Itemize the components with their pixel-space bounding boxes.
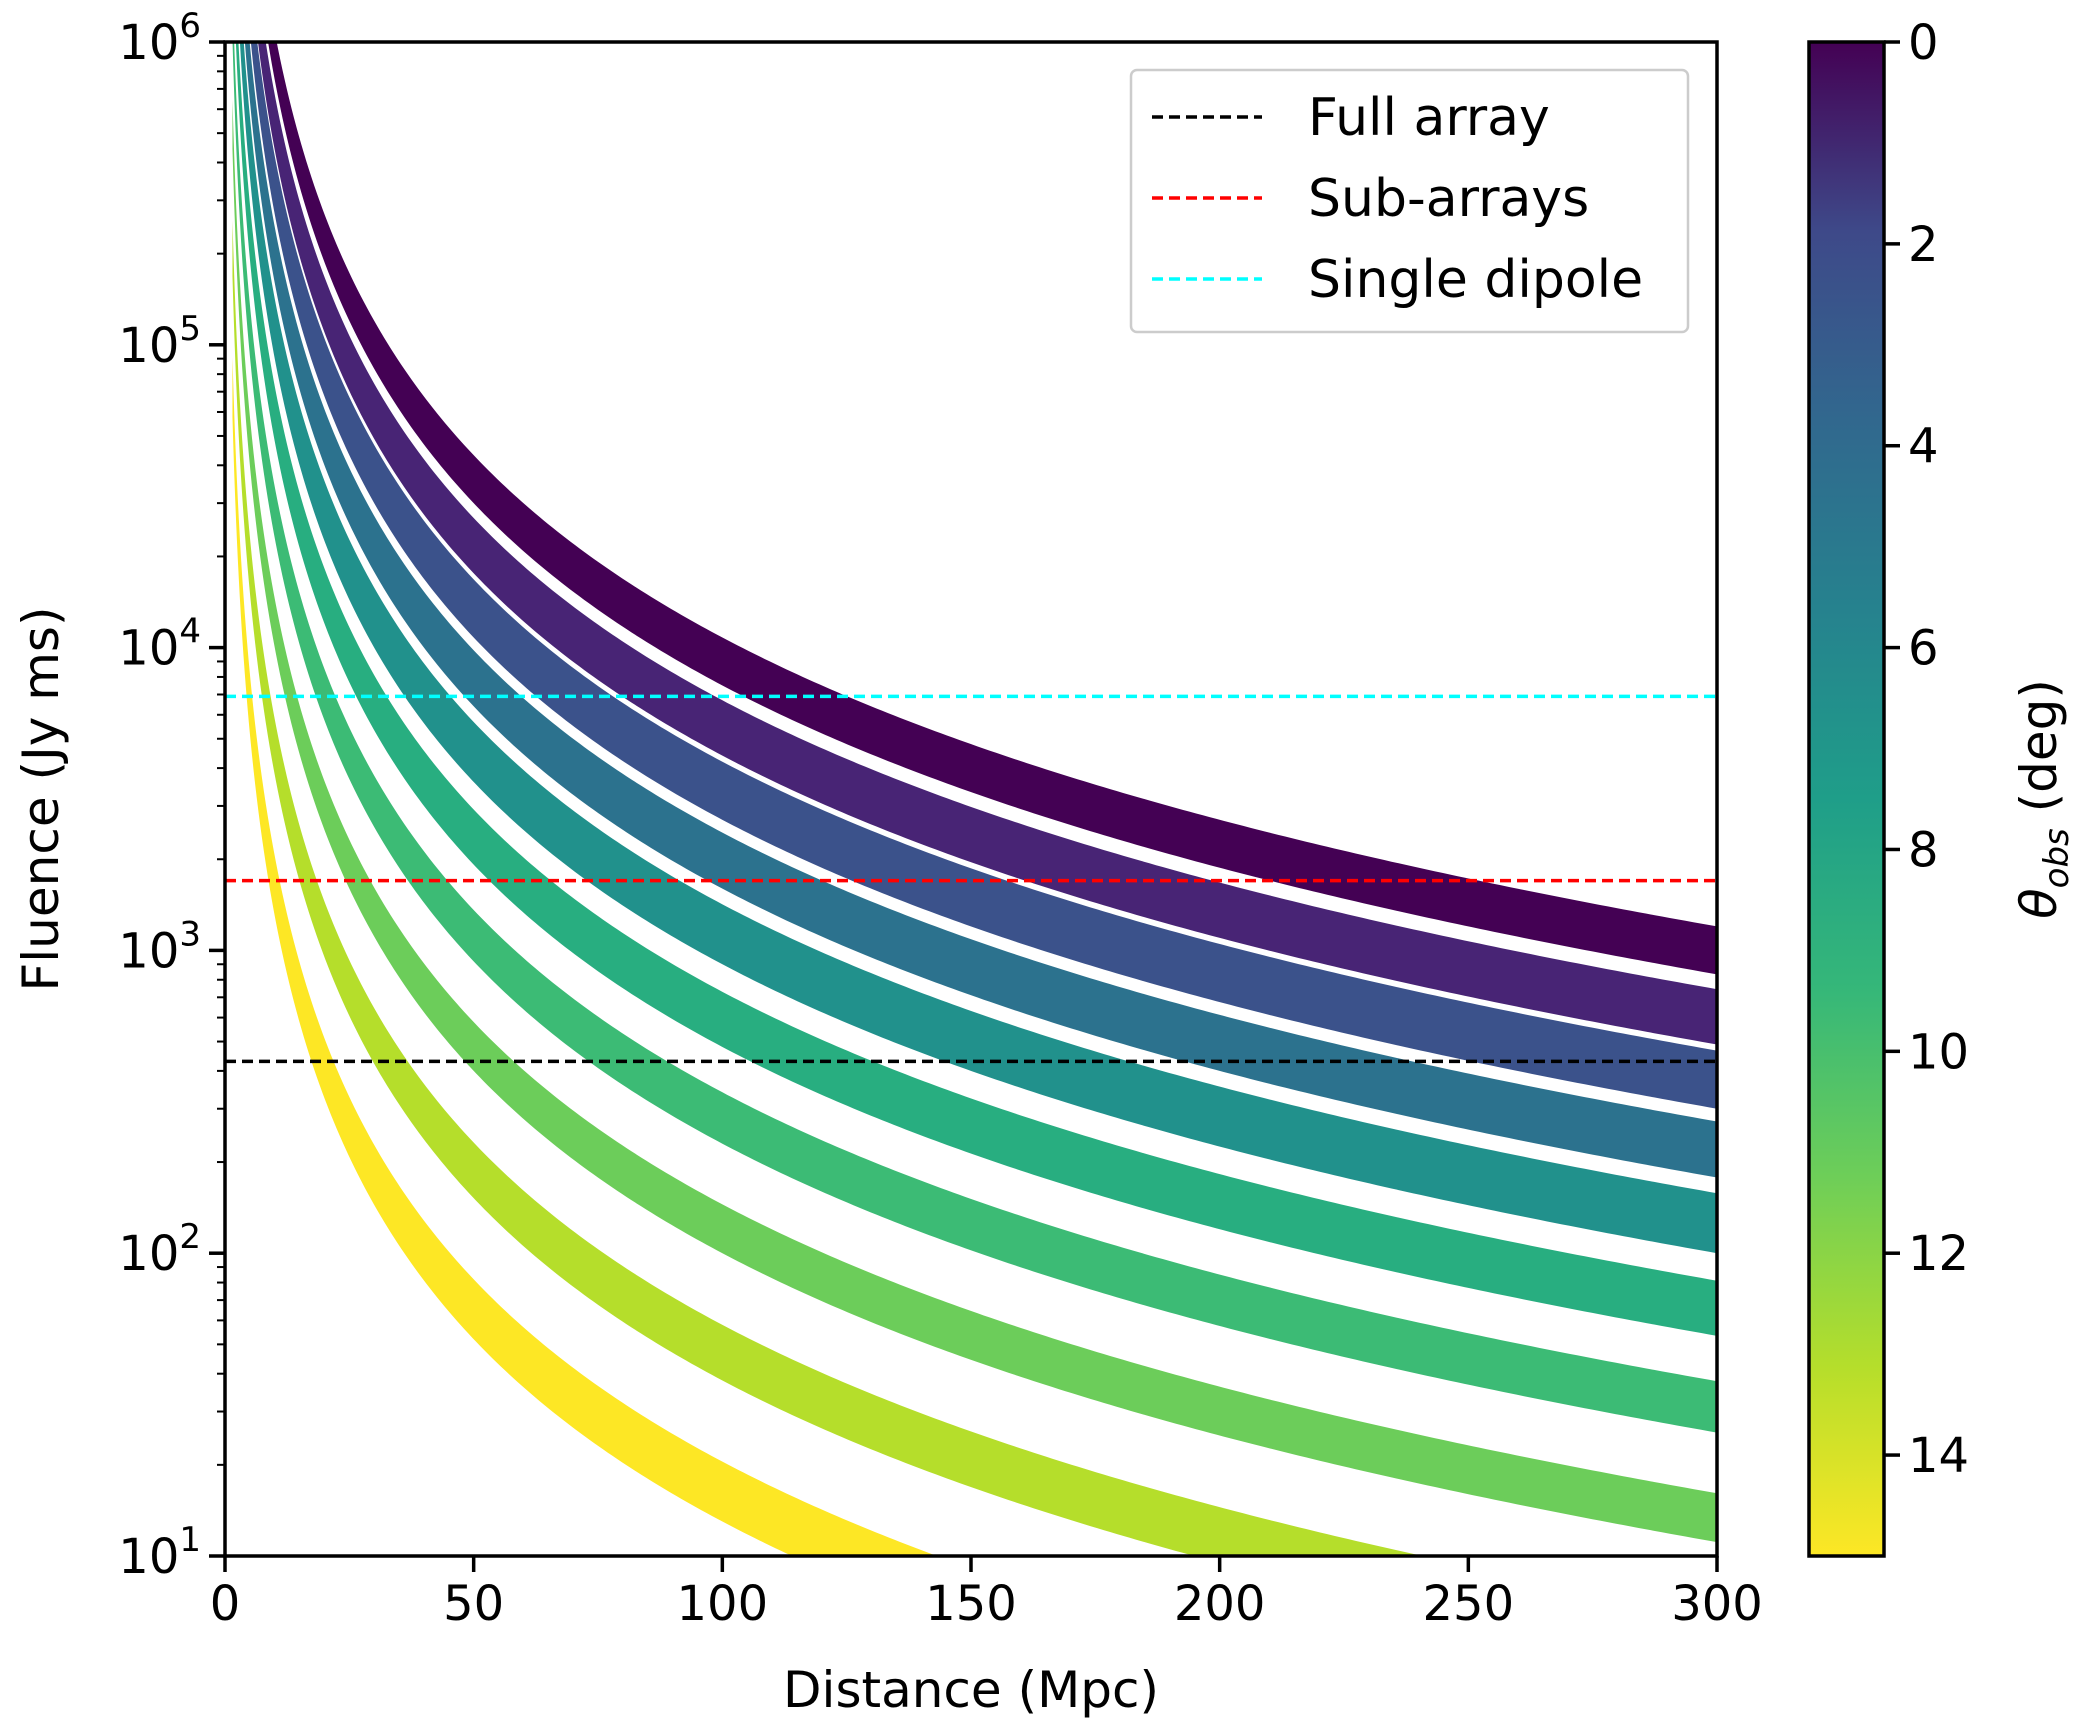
band-theta-0: [268, 42, 1717, 975]
legend: Full array Sub-arrays Single dipole: [1129, 68, 1690, 334]
colorbar-label-unit: (deg): [2010, 679, 2068, 828]
colorbar-tick-label: 14: [1908, 1428, 1969, 1484]
colorbar-gradient: [1807, 40, 1886, 1558]
x-tick-label: 250: [1423, 1576, 1515, 1632]
band-theta-3: [244, 42, 1717, 1178]
y-tick-label: 105: [118, 309, 201, 374]
band-theta-9: [232, 357, 938, 1556]
colorbar: 0 2 4 6 8 10 12 14 θobs (deg): [1807, 15, 2077, 1558]
legend-label-full-array: Full array: [1308, 88, 1550, 148]
x-tick-label: 50: [443, 1576, 504, 1632]
colorbar-label-subscript: obs: [2037, 828, 2077, 888]
colorbar-tick-label: 4: [1908, 419, 1939, 475]
colorbar-tick-label: 2: [1908, 217, 1939, 273]
x-axis-title: Distance (Mpc): [783, 1661, 1159, 1719]
x-tick-label: 150: [925, 1576, 1017, 1632]
colorbar-ticks: 0 2 4 6 8 10 12 14: [1884, 15, 1969, 1484]
fluence-bands: [232, 42, 1717, 1556]
colorbar-tick-label: 8: [1908, 822, 1939, 878]
band-theta-2: [250, 42, 1717, 1109]
band-theta-1: [257, 42, 1717, 1045]
y-tick-label: 102: [118, 1217, 201, 1282]
colorbar-tick-label: 10: [1908, 1024, 1969, 1080]
x-tick-label: 100: [677, 1576, 769, 1632]
y-tick-label: 104: [118, 612, 201, 677]
x-tick-label: 300: [1671, 1576, 1763, 1632]
colorbar-tick-label: 6: [1908, 621, 1939, 677]
colorbar-tick-label: 0: [1908, 15, 1939, 71]
x-tick-label: 0: [210, 1576, 241, 1632]
y-tick-label: 106: [118, 6, 201, 71]
y-tick-label: 103: [118, 914, 201, 979]
x-tick-label: 200: [1174, 1576, 1266, 1632]
y-axis-ticks: 101 102 103 104 105 106: [118, 6, 225, 1585]
y-tick-label: 101: [118, 1520, 201, 1585]
threshold-lines: [225, 694, 1717, 1064]
legend-label-single-dipole: Single dipole: [1308, 250, 1643, 310]
y-axis-title: Fluence (Jy ms): [12, 607, 70, 992]
colorbar-tick-label: 12: [1908, 1226, 1969, 1282]
legend-label-sub-arrays: Sub-arrays: [1308, 169, 1589, 229]
colorbar-label-symbol: θ: [2010, 888, 2068, 919]
colorbar-label: θobs (deg): [2010, 679, 2077, 919]
x-axis-ticks: 0 50 100 150 200 250 300: [210, 1556, 1763, 1632]
band-theta-8: [232, 220, 1423, 1556]
legend-box: [1129, 68, 1690, 334]
